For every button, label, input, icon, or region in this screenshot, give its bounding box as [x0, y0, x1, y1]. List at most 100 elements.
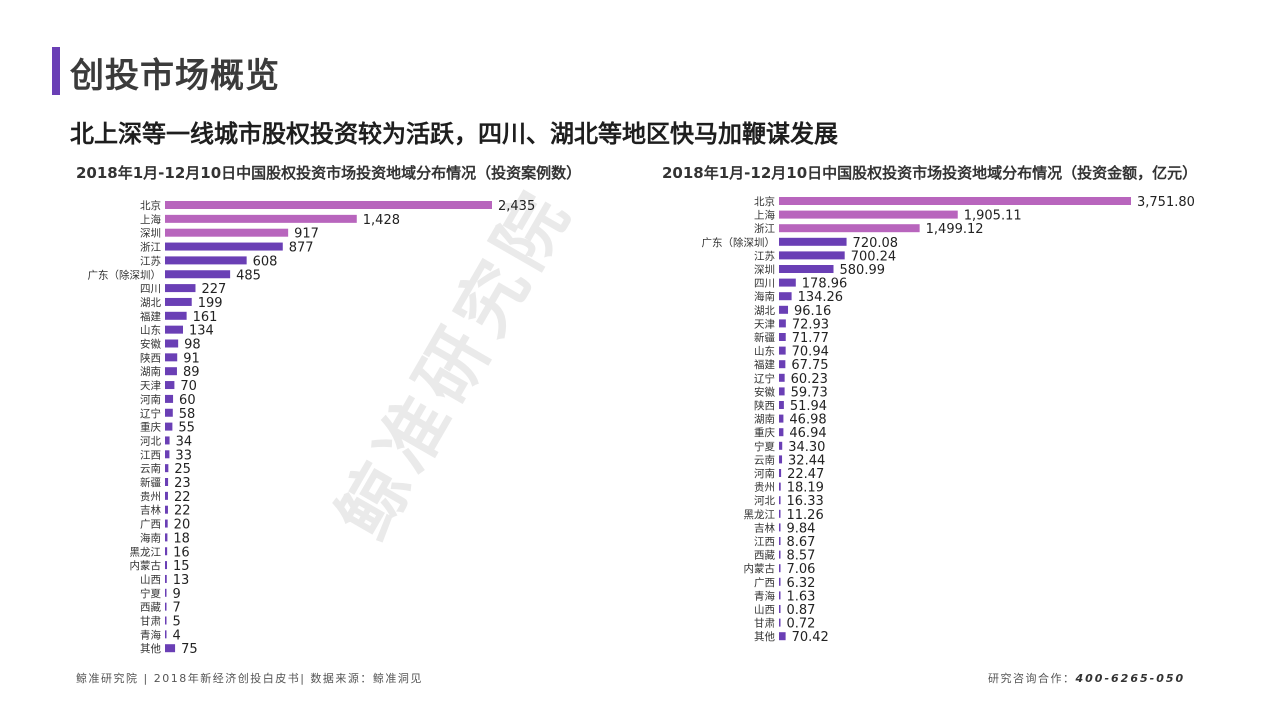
data-label: 22	[174, 504, 191, 519]
category-label: 江西	[140, 449, 161, 461]
data-label: 5	[173, 615, 181, 630]
data-label: 32.44	[788, 453, 825, 468]
bar	[779, 523, 781, 532]
category-label: 其他	[754, 630, 775, 643]
category-label: 广东（除深圳）	[702, 236, 776, 249]
category-label: 天津	[140, 380, 161, 392]
data-label: 72.93	[792, 317, 829, 332]
bar	[779, 197, 1131, 205]
bar	[165, 616, 167, 625]
data-label: 91	[183, 351, 200, 366]
data-label: 1,905.11	[964, 209, 1022, 224]
bar	[779, 591, 781, 600]
category-label: 吉林	[140, 504, 161, 517]
category-label: 山西	[754, 604, 775, 616]
footer-source: 鲸准研究院 | 2018年新经济创投白皮书| 数据来源：鲸准洞见	[76, 672, 423, 685]
bar	[779, 632, 786, 641]
category-label: 河北	[754, 495, 775, 507]
data-label: 59.73	[791, 385, 828, 400]
bar	[165, 533, 168, 542]
category-label: 上海	[754, 209, 775, 222]
bar	[165, 644, 176, 653]
data-label: 9	[173, 587, 181, 602]
data-label: 16	[173, 545, 190, 560]
bar	[165, 214, 357, 223]
bar	[779, 265, 834, 273]
data-label: 75	[181, 642, 198, 657]
bar	[779, 537, 781, 545]
category-label: 山东	[140, 324, 161, 337]
bar	[165, 311, 187, 320]
bar	[165, 505, 168, 514]
data-label: 1,428	[363, 213, 400, 228]
data-label: 227	[201, 282, 226, 297]
bar	[165, 228, 289, 237]
category-label: 新疆	[140, 476, 161, 489]
category-label: 吉林	[754, 521, 775, 534]
data-label: 1,499.12	[926, 222, 984, 237]
category-label: 深圳	[754, 264, 775, 276]
bar	[779, 305, 789, 314]
bar	[165, 242, 283, 251]
category-label: 黑龙江	[130, 545, 162, 558]
data-label: 23	[174, 476, 191, 491]
data-label: 22.47	[787, 467, 824, 482]
category-label: 重庆	[754, 426, 775, 439]
data-label: 25	[174, 462, 191, 477]
data-label: 89	[183, 365, 200, 380]
category-label: 四川	[754, 278, 775, 290]
bar	[165, 478, 169, 486]
data-label: 917	[294, 227, 319, 242]
data-label: 15	[173, 559, 190, 574]
data-label: 22	[174, 490, 191, 505]
bar	[165, 630, 167, 639]
data-label: 58	[179, 407, 196, 422]
chart-title-investment-amount: 2018年1月-12月10日中国股权投资市场投资地域分布情况（投资金额，亿元）	[662, 164, 1198, 182]
data-label: 70.94	[792, 345, 829, 360]
data-label: 4	[173, 628, 181, 643]
bar	[779, 577, 781, 586]
bar	[165, 602, 167, 611]
bar	[165, 574, 167, 583]
bar	[165, 408, 173, 417]
category-label: 陕西	[140, 351, 161, 364]
bar	[779, 210, 958, 219]
data-label: 70	[180, 379, 197, 394]
bar	[779, 401, 784, 409]
category-label: 宁夏	[140, 587, 161, 600]
page-title: 创投市场概览	[70, 56, 280, 96]
category-label: 内蒙古	[744, 562, 776, 575]
bar	[165, 394, 174, 403]
data-label: 46.98	[789, 413, 826, 428]
bar	[165, 519, 168, 528]
data-label: 0.72	[787, 617, 816, 632]
bar	[165, 367, 177, 376]
bar	[779, 292, 792, 301]
bar	[165, 339, 179, 348]
bar	[779, 564, 781, 573]
data-label: 18	[173, 531, 190, 546]
category-label: 广西	[754, 577, 775, 589]
bar	[165, 588, 167, 597]
category-label: 海南	[754, 290, 775, 303]
bar	[779, 346, 786, 355]
data-label: 485	[236, 268, 261, 283]
category-label: 辽宁	[754, 372, 775, 385]
data-label: 2,435	[498, 199, 535, 214]
bar	[165, 436, 170, 445]
category-label: 辽宁	[140, 407, 161, 420]
bar	[779, 414, 784, 423]
category-label: 江西	[754, 536, 775, 548]
bar	[165, 381, 175, 390]
data-label: 71.77	[792, 331, 829, 346]
data-label: 60.23	[791, 372, 828, 387]
category-label: 内蒙古	[130, 559, 162, 572]
data-label: 1.63	[787, 589, 816, 604]
bar	[165, 464, 169, 473]
bar	[779, 605, 781, 613]
data-label: 98	[184, 338, 201, 353]
bar	[779, 428, 784, 437]
bar	[779, 469, 782, 477]
data-label: 7.06	[787, 562, 816, 577]
